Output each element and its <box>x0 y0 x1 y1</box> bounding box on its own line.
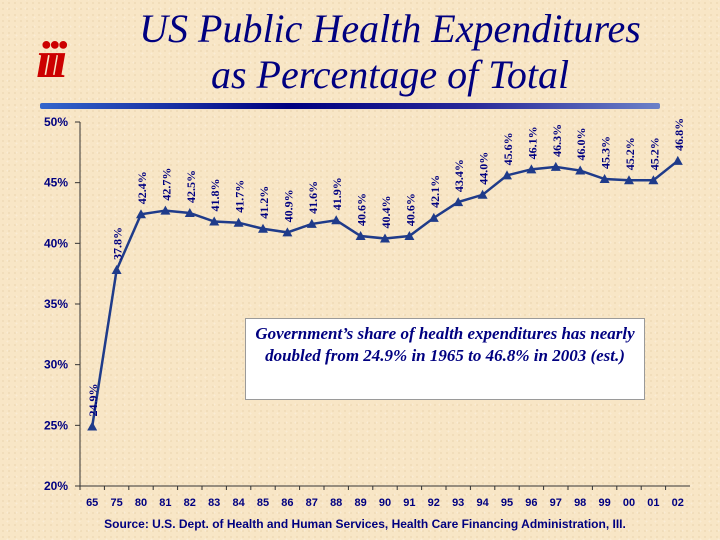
data-point-marker <box>184 208 195 217</box>
x-tick-label: 82 <box>184 497 196 509</box>
title-divider <box>40 103 660 109</box>
y-tick-label: 40% <box>44 236 68 250</box>
data-point-marker <box>136 209 146 219</box>
data-point-marker <box>331 215 342 225</box>
data-point-marker <box>575 165 586 175</box>
data-label: 24.9% <box>86 384 100 417</box>
data-label: 46.1% <box>525 126 539 159</box>
data-label: 41.7% <box>233 180 247 213</box>
data-label: 45.2% <box>647 137 661 170</box>
data-label: 45.6% <box>501 132 515 165</box>
data-point-marker <box>477 189 488 199</box>
data-label: 41.6% <box>306 181 320 214</box>
data-label: 43.4% <box>452 159 466 192</box>
x-tick-label: 00 <box>623 497 635 509</box>
data-point-marker <box>453 197 464 207</box>
data-point-marker <box>624 175 634 185</box>
data-point-marker <box>550 161 561 171</box>
data-point-marker <box>599 174 610 184</box>
data-point-marker <box>282 227 293 237</box>
data-point-marker <box>160 205 171 215</box>
data-point-marker <box>306 218 317 228</box>
data-label: 46.3% <box>550 124 564 157</box>
data-point-marker <box>258 223 268 233</box>
x-tick-label: 87 <box>306 497 318 509</box>
data-label: 37.8% <box>111 227 125 260</box>
x-tick-label: 98 <box>574 497 586 509</box>
data-label: 46.8% <box>672 118 686 151</box>
x-tick-label: 85 <box>257 497 269 509</box>
y-tick-label: 45% <box>44 176 68 190</box>
y-tick-label: 20% <box>44 479 68 493</box>
x-tick-label: 86 <box>281 497 293 509</box>
x-tick-label: 92 <box>428 497 440 509</box>
data-point-marker <box>355 231 366 241</box>
x-tick-label: 95 <box>501 497 513 509</box>
x-tick-label: 75 <box>110 497 122 509</box>
x-tick-label: 97 <box>550 497 562 509</box>
x-tick-label: 88 <box>330 497 342 509</box>
data-label: 42.7% <box>159 168 173 201</box>
x-tick-label: 02 <box>672 497 684 509</box>
data-point-marker <box>209 216 220 226</box>
page-title: US Public Health Expenditures as Percent… <box>110 6 670 98</box>
x-tick-label: 91 <box>403 497 415 509</box>
data-point-marker <box>502 170 512 180</box>
data-point-marker <box>404 231 415 241</box>
y-tick-label: 35% <box>44 297 68 311</box>
data-label: 40.9% <box>281 189 295 222</box>
data-label: 40.6% <box>403 193 417 226</box>
x-tick-label: 65 <box>86 497 98 509</box>
data-point-marker <box>233 217 244 227</box>
y-tick-label: 50% <box>44 115 68 129</box>
data-label: 40.6% <box>355 193 369 226</box>
x-tick-label: 99 <box>598 497 610 509</box>
data-point-marker <box>648 175 659 185</box>
x-tick-label: 80 <box>135 497 147 509</box>
y-tick-label: 25% <box>44 418 68 432</box>
annotation-callout: Government’s share of health expenditure… <box>245 318 645 400</box>
data-label: 44.0% <box>477 152 491 185</box>
data-label: 42.4% <box>135 171 149 204</box>
iii-logo: iii <box>36 32 67 89</box>
title-line-1: US Public Health Expenditures <box>139 6 641 51</box>
data-point-marker <box>111 265 122 275</box>
x-tick-label: 94 <box>476 497 489 509</box>
data-point-marker <box>672 155 683 165</box>
data-label: 41.8% <box>208 178 222 211</box>
source-note: Source: U.S. Dept. of Health and Human S… <box>104 517 626 531</box>
x-tick-label: 93 <box>452 497 464 509</box>
data-label: 40.4% <box>379 195 393 228</box>
data-label: 41.9% <box>330 177 344 210</box>
data-point-marker <box>380 233 390 243</box>
y-tick-label: 30% <box>44 358 68 372</box>
data-label: 45.2% <box>623 137 637 170</box>
data-label: 46.0% <box>574 128 588 161</box>
x-tick-label: 01 <box>647 497 659 509</box>
data-point-marker <box>87 421 98 431</box>
x-tick-label: 84 <box>232 497 245 509</box>
data-label: 41.2% <box>257 186 271 219</box>
x-tick-label: 89 <box>354 497 366 509</box>
data-label: 45.3% <box>599 136 613 169</box>
x-tick-label: 90 <box>379 497 391 509</box>
data-point-marker <box>428 212 439 222</box>
x-tick-label: 81 <box>159 497 171 509</box>
x-tick-label: 96 <box>525 497 537 509</box>
title-line-2: as Percentage of Total <box>210 52 570 97</box>
data-label: 42.1% <box>428 175 442 208</box>
data-point-marker <box>526 164 537 174</box>
x-tick-label: 83 <box>208 497 220 509</box>
data-label: 42.5% <box>184 170 198 203</box>
